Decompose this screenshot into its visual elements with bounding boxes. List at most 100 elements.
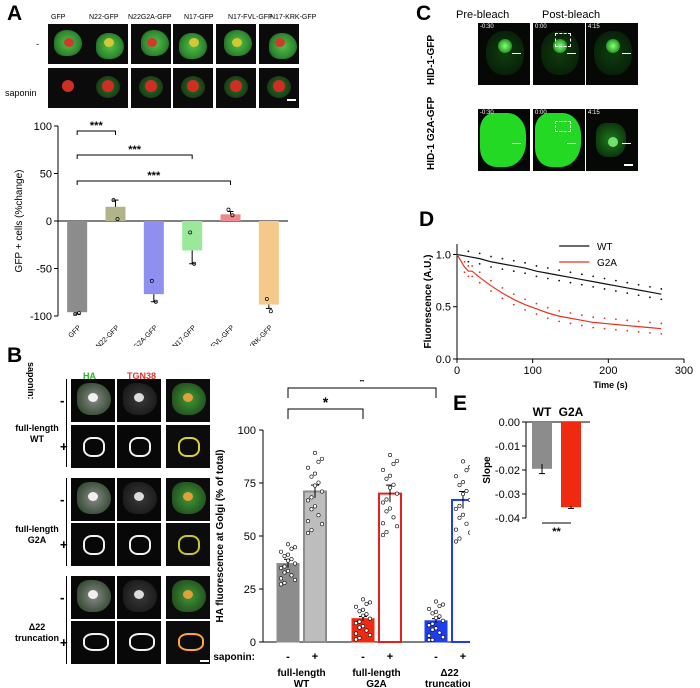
- saponin-sign-5: +: [460, 651, 466, 663]
- data-point-1-18-a: [637, 320, 640, 323]
- data-point-4-4: [441, 635, 446, 640]
- col-label-gfp: GFP: [51, 14, 66, 21]
- data-point-3-3: [391, 461, 396, 466]
- data-point-5-13: [464, 489, 469, 494]
- data-point-4-0: [427, 637, 432, 642]
- sign-label-r4: -: [60, 590, 65, 605]
- micrograph-b-r0-c1: [117, 379, 161, 422]
- significance-bracket-1: [76, 154, 193, 159]
- y-tick-label-2: 50: [244, 531, 256, 543]
- arrow-icon: [512, 53, 521, 54]
- data-point-1-12-b: [569, 322, 572, 325]
- data-point-1-15: [306, 519, 311, 524]
- micrograph-a-r1-c1: [88, 68, 128, 108]
- x-tick-label-4: N17-FVL-GFP: [199, 324, 236, 346]
- data-point-3-17: [388, 473, 393, 478]
- data-point-0-14-b: [615, 290, 617, 292]
- scale-bar: [624, 164, 633, 166]
- data-point-0-13-a: [603, 277, 606, 280]
- data-point-1-20-a: [660, 322, 663, 325]
- timestamp-0-2: 4:15: [588, 24, 600, 30]
- data-point-1-11-b: [558, 320, 561, 323]
- data-point-1-0: [306, 531, 311, 536]
- cell-body: [535, 113, 581, 167]
- data-point-0-15-b: [626, 292, 629, 295]
- bleach-roi-box: [555, 121, 571, 132]
- significance-bracket-0: [76, 130, 116, 135]
- data-point-4-15: [427, 633, 432, 638]
- micrograph-b-r2-c0: [71, 478, 115, 521]
- data-point-1-4-b: [478, 281, 481, 284]
- data-point-1-8-b: [524, 308, 526, 311]
- significance-label-1: *: [359, 380, 365, 389]
- data-point-3-12: [388, 506, 393, 511]
- significance-bracket-0: [287, 408, 364, 419]
- bar-3: [378, 492, 402, 643]
- data-point-3-16: [384, 497, 389, 502]
- sign-label-r3: +: [60, 537, 68, 552]
- data-point-0-12-b: [592, 285, 595, 288]
- data-point-0-15-a: [626, 281, 629, 284]
- x-axis-label: Time (s): [593, 380, 627, 390]
- data-point-1-2: [313, 483, 318, 488]
- data-point-0-8-b: [546, 277, 549, 280]
- group-wt-line1: full-length: [15, 423, 59, 433]
- timestamp-1-2: 4:15: [588, 110, 600, 116]
- micrograph-b-r3-c0: [71, 523, 115, 566]
- data-point-1-17-b: [626, 329, 629, 332]
- data-point-3-6: [384, 476, 389, 481]
- data-point-1-5-b: [490, 290, 492, 292]
- micrograph-a-r1-c4: [216, 68, 256, 108]
- data-point-1-4-a: [478, 271, 481, 274]
- bar-2: [143, 221, 164, 295]
- data-point-0-14: [293, 545, 298, 550]
- data-point-0-5-b: [512, 270, 515, 273]
- micrograph-b-r4-c1: [117, 576, 161, 619]
- group-d22-line2: truncation: [15, 633, 59, 643]
- row-label-minus: -: [36, 39, 39, 49]
- group-g2a-line1: full-length: [15, 524, 59, 534]
- golgi-spot: [232, 38, 242, 47]
- micrograph-c-r1-c2: 4:15: [586, 109, 638, 171]
- data-point-1-3-b: [471, 275, 474, 278]
- micrograph-a-r0-c5: [259, 24, 299, 64]
- data-point-1-9: [320, 489, 325, 494]
- data-point-3-7: [388, 453, 393, 458]
- data-point-3-2: [388, 485, 393, 490]
- data-point-1-1-a: [463, 260, 466, 263]
- data-point-3-4: [395, 524, 400, 529]
- data-point-4-3: [437, 603, 442, 608]
- data-point-1-18-b: [637, 330, 640, 333]
- series-line-1: [456, 254, 662, 330]
- group-divider-1: [66, 478, 67, 566]
- row-label-hid1-g2a: HID-1 G2A-GFP: [426, 96, 437, 170]
- data-point-1-9-a: [535, 302, 538, 305]
- data-point-1-2-b: [467, 275, 470, 278]
- data-point-0-6: [282, 554, 287, 559]
- sign-label-r4: -: [60, 590, 65, 605]
- data-point-3-5: [381, 500, 386, 505]
- data-point-3-8: [391, 515, 396, 520]
- data-point-3-0: [188, 230, 193, 235]
- x-tick-label-2: 200: [599, 365, 617, 377]
- data-point-0-13: [289, 557, 294, 562]
- data-point-4-0: [226, 207, 231, 212]
- y-tick-label-4: 100: [34, 121, 52, 133]
- significance-label-1: ***: [128, 144, 142, 156]
- y-tick-label-0: 0: [250, 637, 256, 649]
- data-point-5-16: [457, 503, 462, 508]
- sign-label-r2: -: [60, 492, 65, 507]
- significance-label-0: **: [552, 526, 561, 538]
- y-tick-label-1: -50: [36, 264, 52, 276]
- col-label-n17krk: N17-KRK-GFP: [270, 14, 317, 21]
- micrograph-c-r0-c0: -0:30: [478, 23, 530, 85]
- golgi-spot: [189, 38, 199, 47]
- data-point-1-3: [316, 459, 321, 464]
- golgi-spot: [134, 393, 144, 402]
- micrograph-b-r0-c0: [71, 379, 115, 422]
- data-point-1-0: [111, 198, 116, 203]
- data-point-0-11-a: [580, 273, 583, 276]
- data-point-5-6: [457, 483, 462, 488]
- data-point-5-7: [461, 459, 466, 464]
- sign-label-r0: -: [60, 393, 65, 408]
